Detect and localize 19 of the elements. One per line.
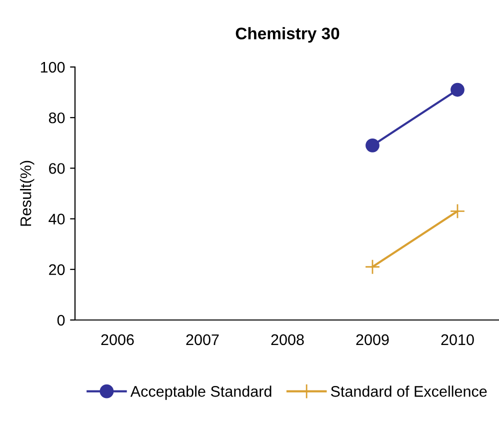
y-tick-label: 80 (48, 112, 65, 124)
legend-label: Acceptable Standard (130, 386, 272, 400)
y-tick-label: 100 (40, 62, 65, 73)
y-tick-label: 0 (57, 314, 65, 326)
chart-title: Chemistry 30 (236, 27, 340, 43)
x-tick-label: 2009 (356, 334, 389, 346)
x-tick-label: 2007 (186, 334, 219, 346)
point (366, 138, 380, 152)
x-tick-label: 2010 (441, 334, 474, 346)
point (450, 82, 464, 97)
legend-label: Standard of Excellence (330, 386, 487, 397)
y-tick-label: 40 (48, 214, 65, 224)
x-tick-label: 2008 (271, 334, 304, 346)
y-axis-title: Result(%) (20, 160, 34, 226)
y-tick-label: 20 (49, 264, 65, 276)
point (450, 204, 466, 219)
point (364, 259, 380, 275)
x-tick-label: 2006 (101, 334, 134, 346)
y-tick-label: 60 (49, 163, 65, 174)
